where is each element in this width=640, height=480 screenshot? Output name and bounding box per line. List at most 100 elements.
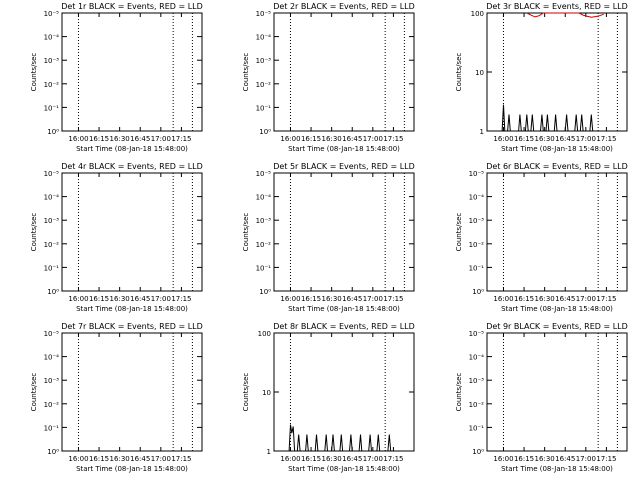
- x-tick-label: 17:15: [171, 295, 191, 303]
- x-tick-label: 16:30: [110, 135, 130, 143]
- y-tick-label: 10⁻¹: [44, 264, 60, 272]
- plot-frame: [273, 332, 415, 452]
- x-tick-label: 16:30: [535, 455, 555, 463]
- series-line-1: [288, 424, 392, 452]
- y-tick-label: 10⁻³: [469, 377, 485, 385]
- y-tick-label: 100: [471, 10, 484, 18]
- x-tick-label: 16:15: [89, 295, 109, 303]
- panel-det-9: Det 9r BLACK = Events, RED = LLD 10⁰ 10⁻¹ 1…: [455, 322, 628, 473]
- x-tick-label: 16:00: [493, 135, 513, 143]
- series-line-2: [526, 12, 604, 18]
- x-tick-label: 17:15: [171, 455, 191, 463]
- panel-title: Det 4r BLACK = Events, RED = LLD: [61, 162, 203, 171]
- y-tick-label: 10⁻³: [256, 57, 272, 65]
- x-tick-label: 16:30: [535, 135, 555, 143]
- x-tick-label: 16:15: [514, 135, 534, 143]
- y-tick-label: 10⁻⁵: [256, 170, 272, 178]
- x-tick-label: 16:15: [301, 455, 321, 463]
- panel-title: Det 5r BLACK = Events, RED = LLD: [273, 162, 415, 171]
- x-tick-label: 16:15: [301, 135, 321, 143]
- panel-det-1: Det 1r BLACK = Events, RED = LLD 10⁰ 10⁻¹ 1…: [30, 2, 203, 153]
- x-tick-label: 17:00: [576, 455, 596, 463]
- x-tick-label: 16:15: [301, 295, 321, 303]
- panel-title: Det 6r BLACK = Events, RED = LLD: [486, 162, 628, 171]
- y-axis-label: Counts/sec: [455, 53, 463, 92]
- panel-det-6: Det 6r BLACK = Events, RED = LLD 10⁰ 10⁻¹ 1…: [455, 162, 628, 313]
- y-axis-label: Counts/sec: [242, 53, 250, 92]
- y-tick-label: 10⁻⁵: [44, 170, 60, 178]
- x-tick-label: 16:00: [280, 455, 300, 463]
- x-tick-label: 17:00: [151, 455, 171, 463]
- y-tick-label: 10⁻²: [44, 241, 60, 249]
- x-tick-label: 16:45: [555, 295, 575, 303]
- x-tick-label: 16:45: [130, 455, 150, 463]
- x-tick-label: 16:45: [342, 135, 362, 143]
- y-tick-label: 1: [480, 128, 484, 136]
- x-axis-label: Start Time (08-Jan-18 15:48:00): [288, 305, 400, 313]
- y-tick-label: 10⁰: [259, 128, 271, 136]
- y-tick-label: 100: [258, 330, 271, 338]
- x-tick-label: 16:30: [535, 295, 555, 303]
- y-tick-label: 10⁰: [472, 288, 484, 296]
- y-tick-label: 10⁻³: [44, 217, 60, 225]
- panel-det-4: Det 4r BLACK = Events, RED = LLD 10⁰ 10⁻¹ 1…: [30, 162, 203, 313]
- panel-det-3: Det 3r BLACK = Events, RED = LLD 1 10 100 Co…: [455, 2, 628, 153]
- x-tick-label: 17:15: [383, 455, 403, 463]
- y-tick-label: 10⁻¹: [256, 104, 272, 112]
- panel-det-5: Det 5r BLACK = Events, RED = LLD 10⁰ 10⁻¹ 1…: [242, 162, 415, 313]
- y-tick-label: 10⁻²: [44, 81, 60, 89]
- x-tick-label: 16:00: [280, 135, 300, 143]
- x-tick-label: 17:00: [576, 295, 596, 303]
- x-tick-label: 16:45: [342, 455, 362, 463]
- x-tick-label: 16:30: [322, 135, 342, 143]
- plot-frame: [61, 172, 203, 292]
- x-axis-label: Start Time (08-Jan-18 15:48:00): [76, 305, 188, 313]
- panel-title: Det 3r BLACK = Events, RED = LLD: [486, 2, 628, 11]
- plot-frame: [486, 172, 628, 292]
- y-axis-label: Counts/sec: [242, 373, 250, 412]
- plot-frame: [273, 172, 415, 292]
- y-tick-label: 10⁻²: [256, 81, 272, 89]
- x-tick-label: 16:15: [514, 295, 534, 303]
- panel-title: Det 8r BLACK = Events, RED = LLD: [273, 322, 415, 331]
- y-tick-label: 10⁰: [47, 448, 59, 456]
- series-line-1: [501, 104, 594, 132]
- x-axis-label: Start Time (08-Jan-18 15:48:00): [76, 465, 188, 473]
- y-tick-label: 10⁻⁵: [469, 170, 485, 178]
- x-tick-label: 16:00: [493, 455, 513, 463]
- x-tick-label: 17:00: [363, 135, 383, 143]
- x-tick-label: 16:00: [493, 295, 513, 303]
- plot-frame: [61, 332, 203, 452]
- y-tick-label: 10⁰: [259, 288, 271, 296]
- y-tick-label: 10⁻⁴: [44, 34, 60, 42]
- x-tick-label: 16:00: [68, 455, 88, 463]
- panel-det-8: Det 8r BLACK = Events, RED = LLD 1 10 100 Co…: [242, 322, 415, 473]
- y-tick-label: 10⁰: [472, 448, 484, 456]
- y-tick-label: 10⁻⁵: [44, 10, 60, 18]
- x-tick-label: 16:45: [555, 455, 575, 463]
- panel-title: Det 1r BLACK = Events, RED = LLD: [61, 2, 203, 11]
- x-tick-label: 16:30: [110, 295, 130, 303]
- x-axis-label: Start Time (08-Jan-18 15:48:00): [288, 465, 400, 473]
- y-tick-label: 10⁻⁵: [44, 330, 60, 338]
- x-tick-label: 16:45: [342, 295, 362, 303]
- y-tick-label: 10⁻¹: [256, 264, 272, 272]
- y-tick-label: 10: [475, 69, 484, 77]
- x-tick-label: 17:15: [596, 455, 616, 463]
- x-tick-label: 16:45: [555, 135, 575, 143]
- x-tick-label: 17:15: [596, 295, 616, 303]
- x-tick-label: 17:00: [576, 135, 596, 143]
- y-tick-label: 10⁻³: [44, 57, 60, 65]
- x-tick-label: 17:15: [596, 135, 616, 143]
- y-axis-label: Counts/sec: [242, 213, 250, 252]
- y-axis-label: Counts/sec: [455, 213, 463, 252]
- y-tick-label: 10⁻²: [256, 241, 272, 249]
- x-tick-label: 17:15: [383, 295, 403, 303]
- x-tick-label: 16:15: [89, 455, 109, 463]
- x-tick-label: 16:30: [322, 295, 342, 303]
- y-tick-label: 10⁻⁴: [44, 354, 60, 362]
- y-tick-label: 10⁻⁴: [256, 194, 272, 202]
- y-axis-label: Counts/sec: [30, 213, 38, 252]
- y-axis-label: Counts/sec: [455, 373, 463, 412]
